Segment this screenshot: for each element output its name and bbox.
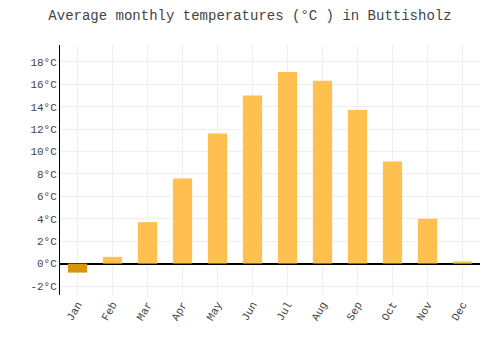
svg-text:Jan: Jan bbox=[65, 300, 85, 323]
svg-text:Sep: Sep bbox=[345, 300, 365, 323]
svg-text:-2°C: -2°C bbox=[30, 281, 57, 293]
svg-text:Aug: Aug bbox=[310, 300, 330, 323]
svg-text:14°C: 14°C bbox=[30, 102, 57, 114]
svg-text:0°C: 0°C bbox=[37, 258, 57, 270]
svg-text:Average monthly temperatures (: Average monthly temperatures (°C ) in Bu… bbox=[48, 8, 451, 24]
svg-text:4°C: 4°C bbox=[37, 214, 57, 226]
svg-text:Jun: Jun bbox=[240, 300, 260, 323]
svg-text:16°C: 16°C bbox=[30, 79, 57, 91]
svg-text:2°C: 2°C bbox=[37, 236, 57, 248]
svg-text:Apr: Apr bbox=[170, 300, 190, 323]
svg-text:Mar: Mar bbox=[135, 300, 155, 323]
svg-text:12°C: 12°C bbox=[30, 124, 57, 136]
svg-text:18°C: 18°C bbox=[30, 57, 57, 69]
svg-text:Oct: Oct bbox=[380, 300, 400, 323]
svg-text:Nov: Nov bbox=[415, 299, 435, 322]
svg-text:10°C: 10°C bbox=[30, 146, 57, 158]
svg-text:8°C: 8°C bbox=[37, 169, 57, 181]
svg-text:Jul: Jul bbox=[275, 300, 295, 323]
svg-text:6°C: 6°C bbox=[37, 191, 57, 203]
svg-text:Dec: Dec bbox=[450, 300, 470, 323]
svg-text:Feb: Feb bbox=[100, 300, 120, 323]
svg-text:May: May bbox=[205, 299, 225, 322]
